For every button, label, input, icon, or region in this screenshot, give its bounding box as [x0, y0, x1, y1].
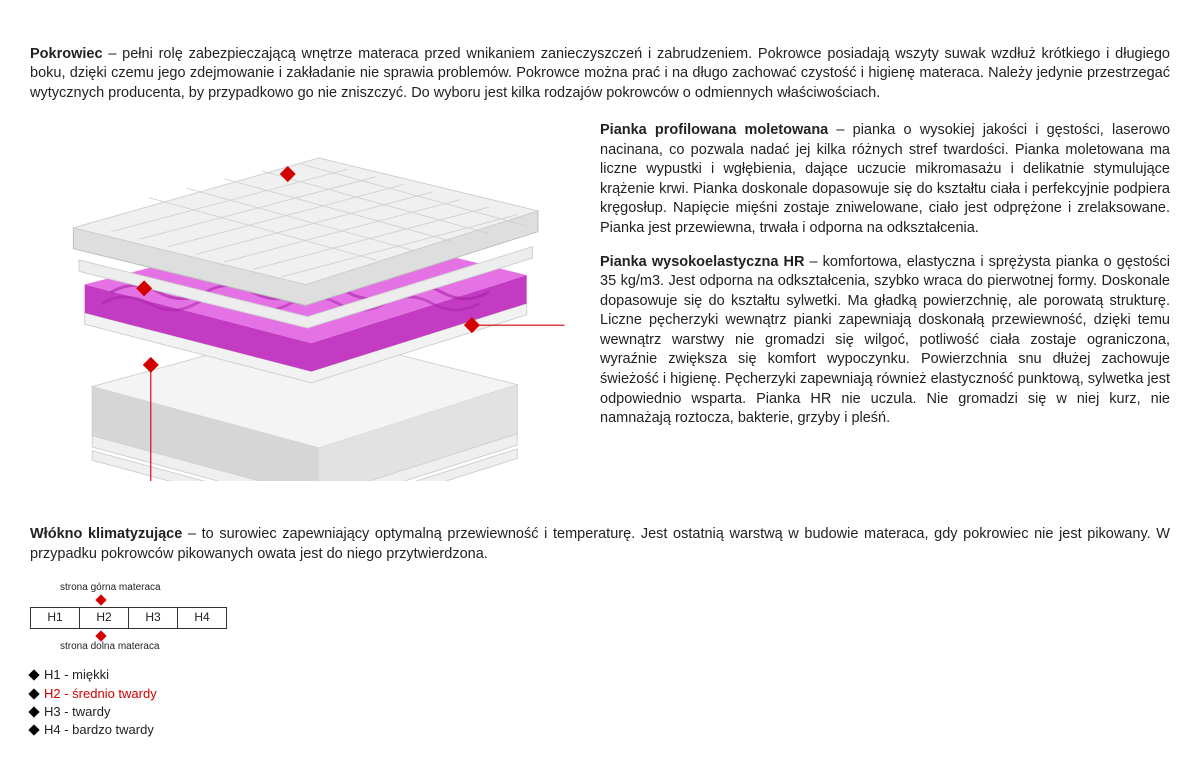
body-pianka-hr: – komfortowa, elastyczna i sprężysta pia… — [600, 254, 1170, 427]
mattress-svg — [30, 141, 570, 481]
para-pianka-hr: Pianka wysokoelastyczna HR – komfortowa,… — [600, 253, 1170, 429]
diamond-icon — [28, 706, 39, 717]
hardness-block: strona górna materaca H1H2H3H4 strona do… — [30, 582, 260, 738]
text-column: Pianka profilowana moletowana – pianka o… — [600, 121, 1170, 501]
hardness-marker — [95, 630, 106, 641]
hardness-markers-top — [30, 595, 260, 605]
hardness-cell-h3: H3 — [129, 607, 178, 628]
legend-row-h1: H1 - miękki — [30, 667, 260, 683]
hardness-markers-bottom — [30, 631, 260, 641]
legend-row-h2: H2 - średnio twardy — [30, 686, 260, 702]
body-wlokno: – to surowiec zapewniający optymalną prz… — [30, 526, 1170, 562]
legend-label: H1 - miękki — [44, 667, 109, 683]
legend-row-h3: H3 - twardy — [30, 704, 260, 720]
legend-label: H2 - średnio twardy — [44, 686, 157, 702]
term-pokrowiec: Pokrowiec — [30, 46, 103, 62]
legend-label: H3 - twardy — [44, 704, 110, 720]
diamond-icon — [28, 688, 39, 699]
hardness-legend: H1 - miękki H2 - średnio twardy H3 - tward… — [30, 667, 260, 738]
para-wlokno: Włókno klimatyzujące – to surowiec zapew… — [30, 525, 1170, 564]
hardness-cells: H1H2H3H4 — [30, 607, 260, 629]
hardness-bottom-label: strona dolna materaca — [30, 641, 260, 654]
mattress-diagram — [30, 121, 570, 501]
body-pianka-moletowana: – pianka o wysokiej jakości i gęstości, … — [600, 122, 1170, 236]
term-pianka-hr: Pianka wysokoelastyczna HR — [600, 254, 804, 270]
term-wlokno: Włókno klimatyzujące — [30, 526, 182, 542]
diamond-icon — [28, 670, 39, 681]
para-pianka-moletowana: Pianka profilowana moletowana – pianka o… — [600, 121, 1170, 238]
hardness-cell-h2: H2 — [80, 607, 129, 628]
body-pokrowiec: – pełni rolę zabezpieczającą wnętrze mat… — [30, 46, 1170, 101]
legend-row-h4: H4 - bardzo twardy — [30, 722, 260, 738]
term-pianka-moletowana: Pianka profilowana moletowana — [600, 122, 828, 138]
para-pokrowiec: Pokrowiec – pełni rolę zabezpieczającą w… — [30, 45, 1170, 104]
hardness-cell-h4: H4 — [178, 607, 227, 628]
hardness-top-label: strona górna materaca — [30, 582, 260, 595]
hardness-cell-h1: H1 — [31, 607, 80, 628]
hardness-marker — [95, 594, 106, 605]
page: Pokrowiec – pełni rolę zabezpieczającą w… — [0, 0, 1200, 760]
diamond-icon — [28, 725, 39, 736]
legend-label: H4 - bardzo twardy — [44, 722, 154, 738]
middle-row: Pianka profilowana moletowana – pianka o… — [30, 121, 1170, 501]
